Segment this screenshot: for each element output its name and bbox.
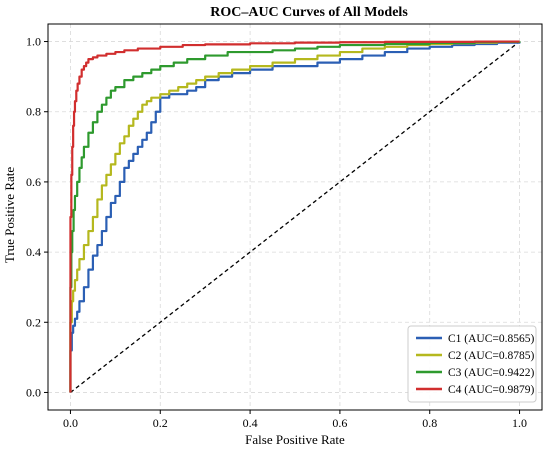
- legend-box: [407, 325, 537, 403]
- x-axis-label: False Positive Rate: [245, 432, 345, 447]
- legend: C1 (AUC=0.8565) C2 (AUC=0.8785) C3 (AUC=0.…: [407, 325, 537, 403]
- series-line-c1: [69, 41, 521, 393]
- plot-frame: [47, 23, 543, 411]
- y-tick-label: 0.2: [26, 315, 41, 329]
- chance-line: [70, 41, 520, 393]
- reference-diagonal: [70, 41, 520, 393]
- y-tick-label: 0.0: [26, 385, 41, 399]
- roc-series: [69, 40, 521, 393]
- x-tick-label: 0.4: [243, 416, 258, 430]
- x-axis-ticks: 0.0 0.2 0.4 0.6 0.8 1.0: [63, 410, 527, 430]
- x-tick-label: 0.0: [63, 416, 78, 430]
- y-tick-label: 0.4: [26, 245, 41, 259]
- x-tick-label: 0.2: [153, 416, 168, 430]
- y-tick-label: 0.6: [26, 175, 41, 189]
- y-tick-label: 0.8: [26, 105, 41, 119]
- x-tick-label: 0.8: [422, 416, 437, 430]
- series-line-c2: [69, 40, 521, 393]
- y-axis-label: True Positive Rate: [2, 167, 17, 264]
- series-line-c4: [69, 40, 520, 393]
- x-tick-label: 0.6: [332, 416, 347, 430]
- series-line-c3: [69, 40, 521, 393]
- legend-label-c3: C3 (AUC=0.9422): [448, 367, 535, 379]
- y-tick-label: 1.0: [26, 35, 41, 49]
- legend-label-c2: C2 (AUC=0.8785): [448, 350, 535, 362]
- y-axis-ticks: 0.0 0.2 0.4 0.6 0.8 1.0: [26, 35, 48, 399]
- chart-title: ROC–AUC Curves of All Models: [210, 5, 408, 20]
- legend-label-c4: C4 (AUC=0.9879): [448, 384, 535, 396]
- legend-label-c1: C1 (AUC=0.8565): [448, 333, 535, 345]
- x-tick-label: 1.0: [512, 416, 527, 430]
